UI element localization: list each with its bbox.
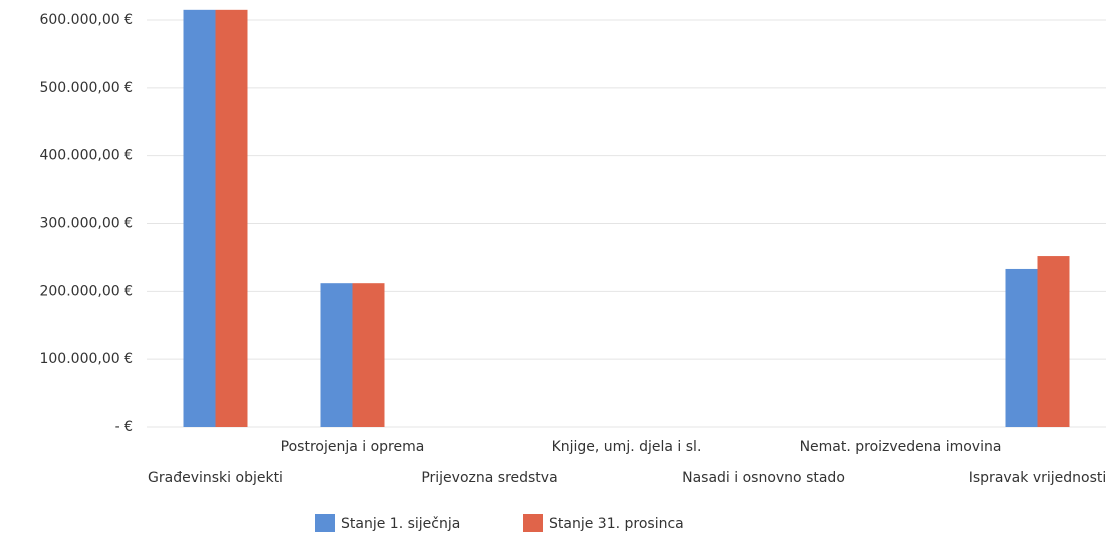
x-tick-label: Nasadi i osnovno stado xyxy=(682,470,845,486)
y-tick-label: 600.000,00 € xyxy=(39,12,133,28)
bar xyxy=(183,9,216,427)
y-tick-label: 200.000,00 € xyxy=(39,283,133,299)
y-tick-label: - € xyxy=(115,419,133,435)
y-tick-label: 400.000,00 € xyxy=(39,148,133,164)
bar xyxy=(352,283,385,427)
x-tick-label: Prijevozna sredstva xyxy=(421,470,557,486)
legend-swatch xyxy=(523,514,543,532)
x-tick-label: Ispravak vrijednosti xyxy=(969,470,1107,486)
y-tick-label: 500.000,00 € xyxy=(39,80,133,96)
legend-label: Stanje 31. prosinca xyxy=(549,516,684,532)
bar xyxy=(320,283,353,427)
y-tick-label: 100.000,00 € xyxy=(39,351,133,367)
bar xyxy=(1037,256,1070,427)
bar xyxy=(1005,268,1038,427)
x-tick-label: Knjige, umj. djela i sl. xyxy=(552,439,702,455)
x-tick-label: Nemat. proizvedena imovina xyxy=(800,439,1002,455)
x-tick-label: Građevinski objekti xyxy=(148,470,283,486)
y-tick-label: 300.000,00 € xyxy=(39,216,133,232)
x-tick-label: Postrojenja i oprema xyxy=(281,439,425,455)
legend-swatch xyxy=(315,514,335,532)
legend-label: Stanje 1. siječnja xyxy=(341,516,460,532)
bar xyxy=(215,9,248,427)
